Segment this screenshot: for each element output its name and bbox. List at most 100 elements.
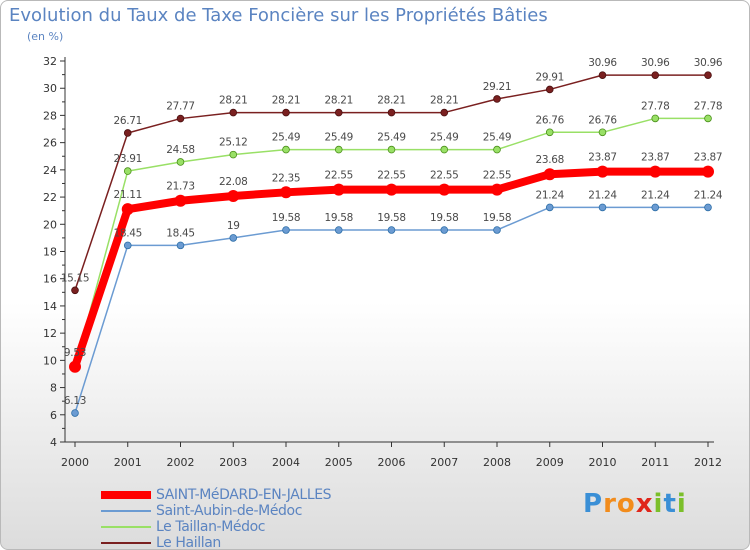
y-tick-label: 26 (43, 137, 57, 150)
data-point (123, 241, 132, 250)
data-label: 15.15 (61, 272, 90, 284)
x-tick-label: 2011 (641, 456, 669, 469)
data-point (176, 158, 185, 166)
data-point (227, 189, 240, 202)
y-tick-label: 4 (50, 436, 57, 449)
axes: 4 6 8 10 12 14 16 18 20 22 24 26 28 30 32 2000 2001 2002 2… (43, 55, 722, 469)
data-point (123, 129, 132, 137)
data-point (651, 114, 660, 123)
data-point (702, 165, 714, 178)
data-label: 23.87 (641, 152, 670, 164)
x-tick-label: 2006 (378, 456, 406, 469)
data-label: 26.76 (588, 114, 617, 126)
legend-swatch-le-taillan (101, 526, 151, 528)
data-label: 27.78 (641, 100, 670, 112)
x-tick-label: 2003 (219, 456, 247, 469)
data-label: 21.24 (694, 189, 723, 201)
data-label: 25.49 (377, 132, 406, 144)
proxiti-logo: Proxiti (583, 489, 687, 519)
series-le-haillan (71, 71, 712, 295)
data-label: 21.11 (113, 189, 142, 201)
y-tick-label: 8 (50, 382, 57, 395)
data-label: 21.24 (641, 189, 670, 201)
logo-letter: i (653, 489, 664, 519)
data-label: 23.91 (113, 153, 142, 165)
data-point (121, 203, 134, 216)
data-label: 21.73 (166, 181, 195, 193)
data-label: 25.49 (483, 132, 512, 144)
y-tick-label: 10 (43, 354, 57, 367)
data-label: 30.96 (588, 57, 617, 69)
data-label: 25.49 (430, 132, 459, 144)
y-tick-label: 12 (43, 327, 57, 340)
data-point (545, 85, 554, 94)
data-point (280, 186, 292, 199)
data-point (229, 108, 238, 117)
data-label: 22.08 (219, 176, 248, 188)
data-point (282, 226, 290, 234)
logo-letter: t (663, 489, 677, 519)
data-point (651, 203, 660, 212)
data-label: 23.87 (694, 152, 723, 164)
x-tick-label: 2002 (167, 456, 195, 469)
data-point (543, 168, 556, 181)
data-point (598, 71, 607, 79)
legend-swatch-saint-aubin (101, 510, 151, 512)
data-point (704, 71, 712, 79)
data-point (704, 203, 712, 212)
x-tick-label: 2001 (114, 456, 142, 469)
data-label: 22.35 (272, 172, 301, 184)
data-point (387, 145, 396, 154)
data-label: 30.96 (641, 57, 670, 69)
data-point (440, 108, 449, 117)
data-point (704, 114, 712, 123)
data-point (493, 145, 501, 154)
data-label: 18.45 (166, 227, 195, 239)
data-label: 19.58 (483, 212, 512, 224)
data-label: 23.68 (535, 154, 564, 166)
data-label: 19.58 (272, 212, 301, 224)
y-tick-label: 30 (43, 82, 57, 95)
data-label: 21.24 (535, 189, 564, 201)
data-label: 9.53 (64, 347, 86, 359)
x-tick-label: 2009 (536, 456, 564, 469)
y-tick-label: 24 (43, 164, 57, 177)
data-point (440, 145, 449, 154)
legend-swatch-le-haillan (101, 542, 151, 544)
data-label: 22.55 (483, 170, 512, 182)
series-saint-aubin (71, 203, 712, 417)
data-point (493, 226, 501, 234)
y-tick-label: 16 (43, 273, 57, 286)
data-label: 30.96 (694, 57, 723, 69)
data-point (71, 409, 79, 417)
data-label: 28.21 (377, 95, 406, 107)
data-label: 27.77 (166, 101, 195, 113)
data-label: 28.21 (219, 95, 248, 107)
data-label: 22.55 (324, 170, 353, 182)
data-point (229, 150, 238, 159)
data-point (649, 165, 662, 178)
data-point (491, 183, 503, 196)
x-tick-label: 2007 (430, 456, 458, 469)
logo-letter: x (635, 489, 654, 519)
data-label: 28.21 (430, 95, 459, 107)
x-tick-label: 2000 (61, 456, 89, 469)
series-le-taillan (71, 114, 712, 371)
x-tick-label: 2012 (694, 456, 722, 469)
data-point (332, 183, 345, 196)
data-point (282, 145, 290, 154)
x-tick-label: 2004 (272, 456, 300, 469)
data-point (334, 145, 343, 154)
data-label: 26.76 (535, 114, 564, 126)
data-label: 19.58 (324, 212, 353, 224)
data-point (438, 183, 451, 196)
data-point (123, 167, 132, 175)
data-label: 28.21 (272, 95, 301, 107)
data-label: 27.78 (694, 100, 723, 112)
data-point (282, 108, 290, 117)
x-tick-label: 2010 (589, 456, 617, 469)
data-label: 25.49 (272, 132, 301, 144)
data-label: 28.21 (324, 95, 353, 107)
data-point (71, 286, 79, 295)
